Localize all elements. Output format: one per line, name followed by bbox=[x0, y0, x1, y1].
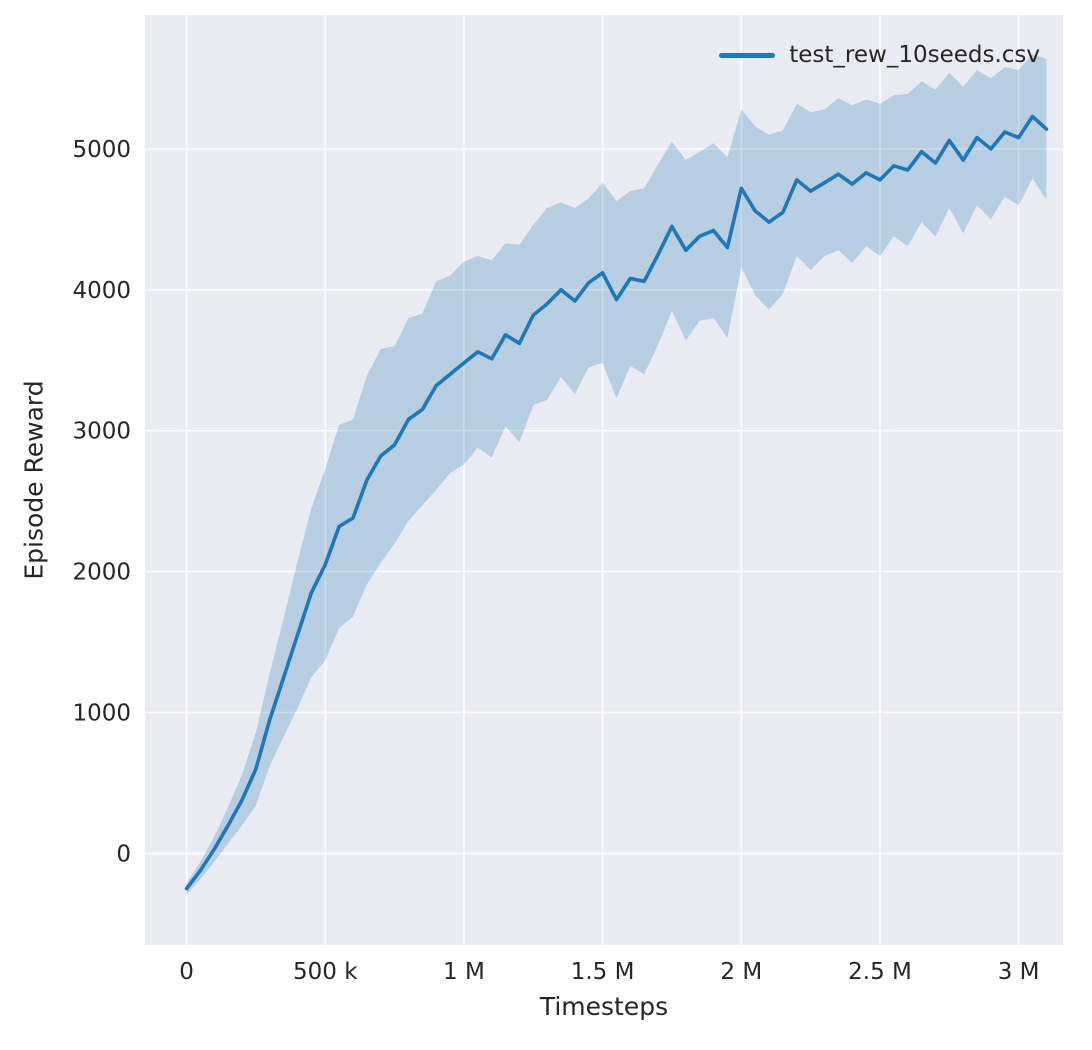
y-tick-label: 2000 bbox=[72, 560, 131, 586]
y-tick-label: 5000 bbox=[72, 137, 131, 163]
x-tick-label: 0 bbox=[179, 959, 194, 985]
confidence-band bbox=[186, 54, 1047, 895]
y-tick-label: 3000 bbox=[72, 419, 131, 445]
y-tick-label: 1000 bbox=[72, 701, 131, 727]
x-tick-label: 500 k bbox=[293, 959, 358, 985]
x-tick-label: 2 M bbox=[720, 959, 762, 985]
y-tick-label: 0 bbox=[116, 841, 131, 867]
legend: test_rew_10seeds.csv bbox=[719, 42, 1040, 68]
legend-line-swatch bbox=[719, 52, 776, 58]
legend-entry-label: test_rew_10seeds.csv bbox=[789, 42, 1040, 68]
x-tick-label: 3 M bbox=[998, 959, 1040, 985]
y-axis-label: Episode Reward bbox=[19, 380, 49, 580]
x-tick-label: 2.5 M bbox=[848, 959, 912, 985]
plot-area bbox=[145, 15, 1063, 945]
x-tick-label: 1 M bbox=[443, 959, 485, 985]
y-tick-label: 4000 bbox=[72, 278, 131, 304]
mean-reward-line bbox=[184, 114, 1049, 891]
x-axis-label: Timesteps bbox=[539, 992, 669, 1021]
x-tick-label: 1.5 M bbox=[571, 959, 635, 985]
